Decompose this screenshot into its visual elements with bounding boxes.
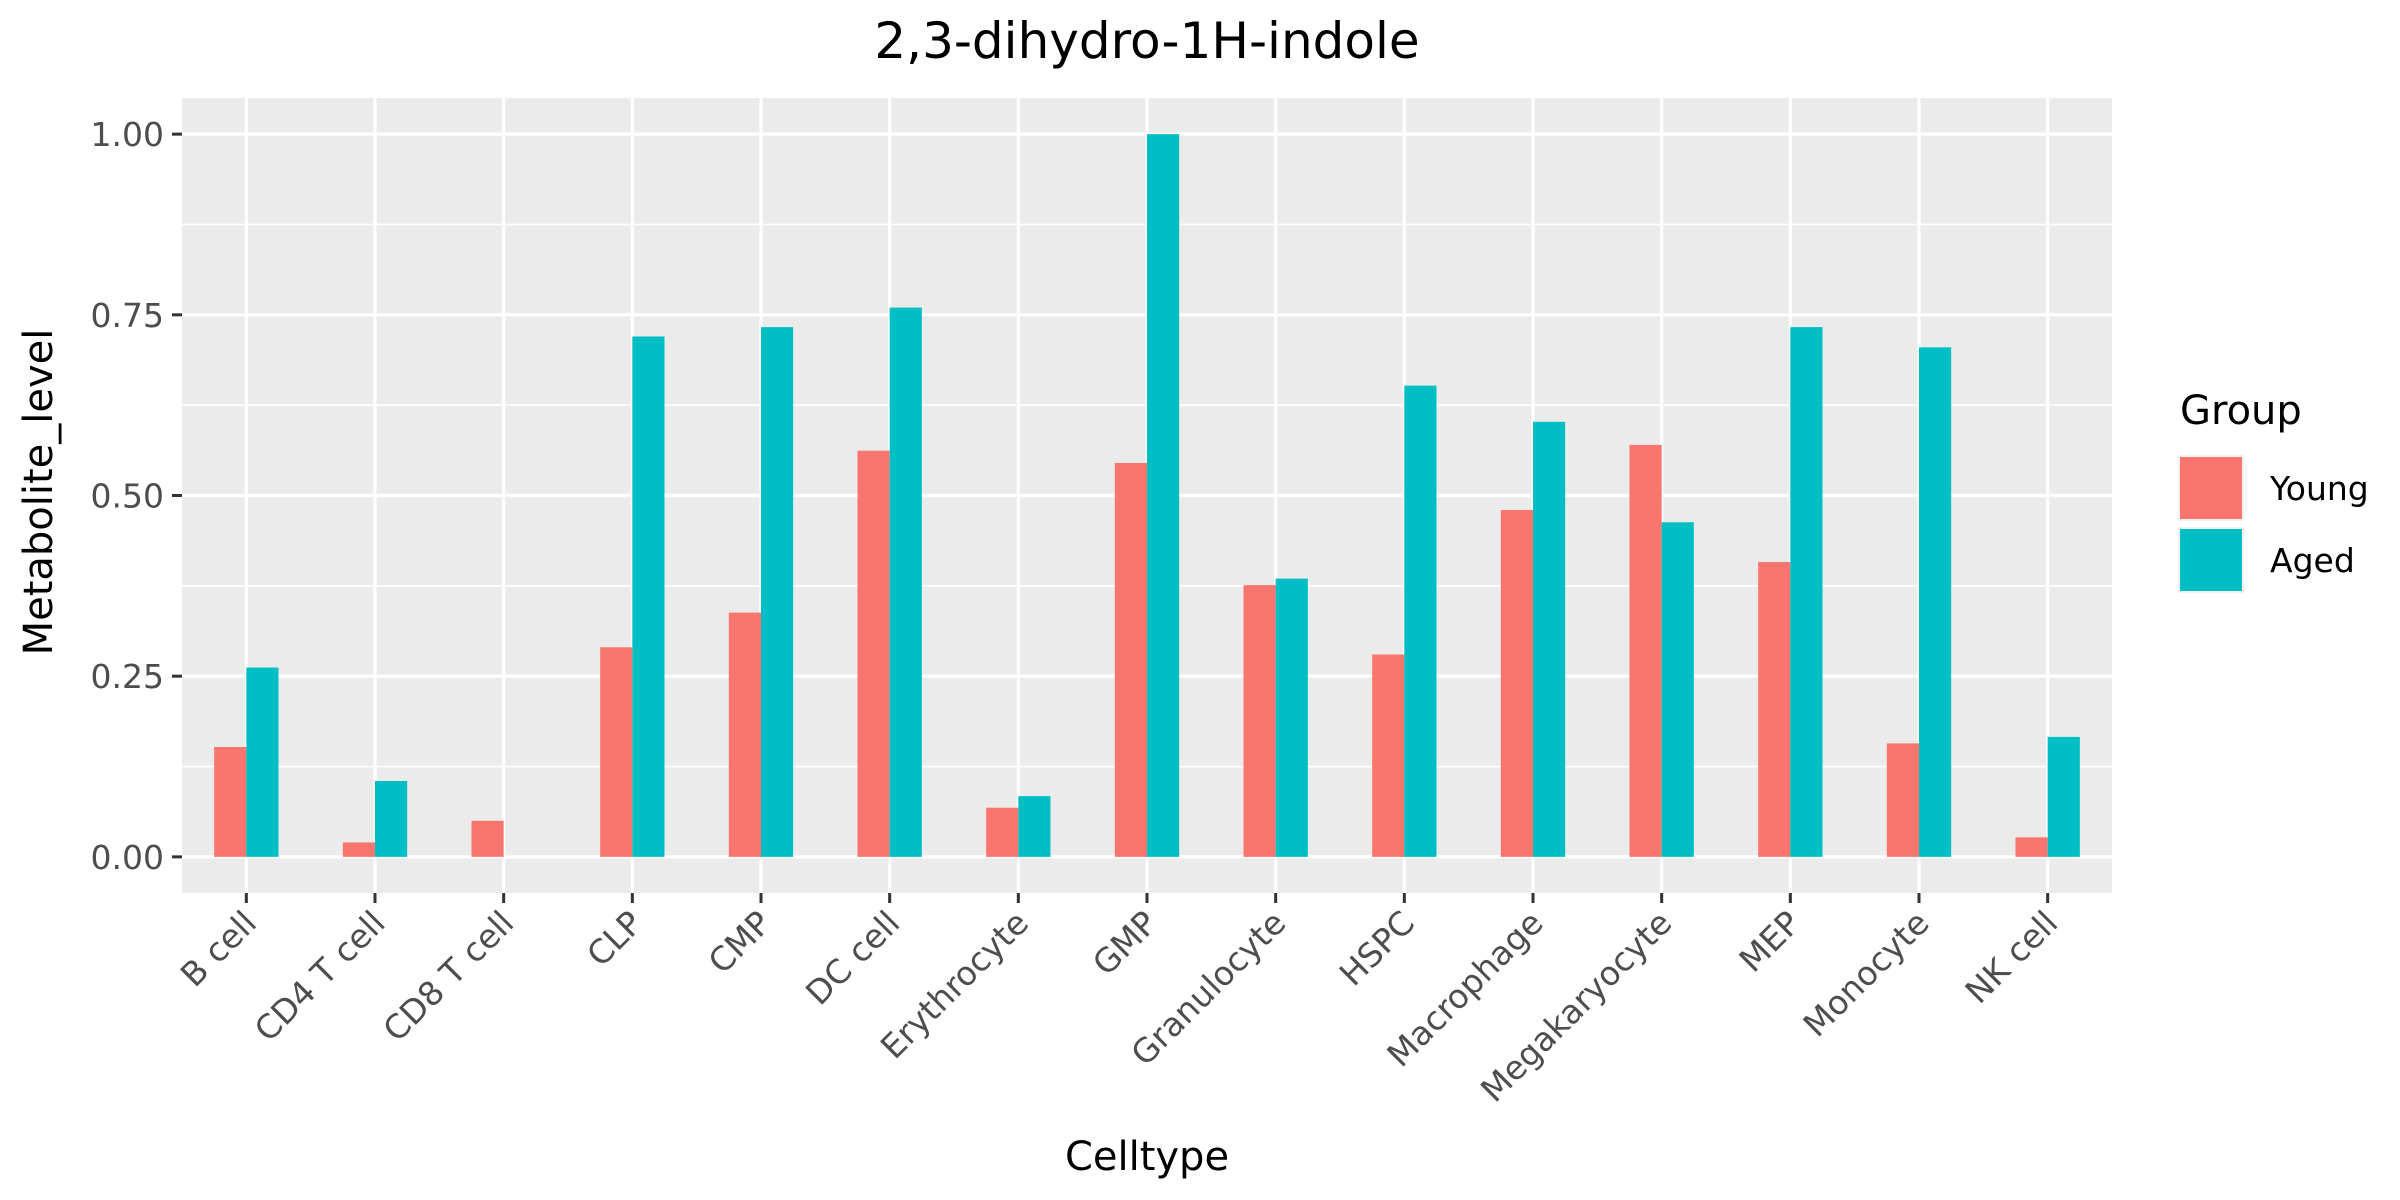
bar-young-5	[857, 450, 890, 857]
bar-aged-6	[1018, 796, 1051, 857]
bar-young-4	[728, 612, 761, 857]
bar-young-0	[214, 747, 247, 857]
bar-aged-14	[2047, 736, 2080, 857]
bar-aged-12	[1790, 327, 1823, 857]
bar-young-14	[2015, 837, 2048, 857]
legend-title: Group	[2180, 388, 2302, 434]
bar-aged-5	[889, 307, 922, 857]
legend-label-aged: Aged	[2270, 541, 2355, 580]
bar-young-8	[1243, 585, 1276, 857]
bar-young-11	[1629, 444, 1662, 857]
legend-label-young: Young	[2269, 469, 2369, 508]
legend: Group Young Aged	[2178, 388, 2369, 593]
bar-young-6	[986, 807, 1019, 857]
y-axis-title: Metabolite_level	[16, 329, 62, 656]
bar-aged-3	[632, 336, 665, 857]
bar-aged-13	[1919, 347, 1952, 857]
bar-aged-1	[375, 780, 408, 857]
bar-young-13	[1886, 743, 1919, 857]
legend-swatch-young	[2180, 457, 2242, 519]
bar-young-1	[342, 842, 375, 857]
bar-young-7	[1114, 462, 1147, 857]
bar-aged-10	[1533, 421, 1566, 857]
bar-aged-11	[1661, 522, 1694, 857]
bar-young-2	[471, 820, 504, 857]
bar-aged-0	[246, 667, 279, 857]
bars	[214, 134, 2080, 857]
bar-aged-7	[1147, 134, 1180, 857]
y-tick-label: 0.25	[91, 657, 164, 696]
legend-swatch-aged	[2180, 529, 2242, 591]
bar-young-12	[1758, 561, 1791, 857]
bar-aged-8	[1275, 578, 1308, 857]
y-tick-label: 0.00	[91, 838, 164, 877]
chart-title: 2,3-dihydro-1H-indole	[874, 12, 1419, 70]
y-tick-label: 0.75	[91, 296, 164, 335]
bar-aged-9	[1404, 385, 1437, 857]
y-tick-label: 1.00	[91, 115, 164, 154]
x-axis-title: Celltype	[1065, 1134, 1229, 1180]
y-tick-label: 0.50	[91, 477, 164, 516]
bar-young-10	[1500, 509, 1533, 857]
bar-aged-4	[761, 327, 794, 857]
y-axis: 0.00 0.25 0.50 0.75 1.00	[91, 115, 182, 877]
bar-young-9	[1372, 654, 1405, 857]
bar-young-3	[600, 647, 633, 857]
